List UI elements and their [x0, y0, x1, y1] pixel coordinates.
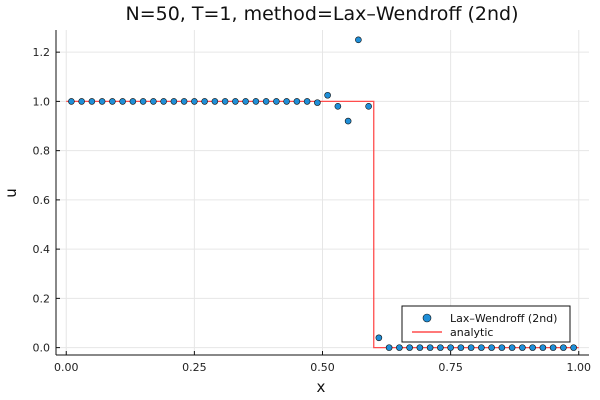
legend-marker-scatter — [422, 313, 432, 323]
x-tick-label-3: 0.75 — [438, 361, 463, 374]
y-tick-label-0: 0.0 — [33, 342, 51, 355]
y-tick-label-4: 0.8 — [33, 145, 51, 158]
y-tick-label-2: 0.4 — [33, 243, 51, 256]
data-point-2 — [88, 98, 96, 105]
x-axis-title: x — [317, 378, 326, 396]
axis-layer: 0.00 0.25 0.50 0.75 1.00 0.0 0.2 0.4 0.6 0.8 1.0 1.… — [33, 30, 592, 374]
data-point-29 — [365, 103, 372, 110]
data-point-34 — [416, 344, 424, 351]
legend-box — [401, 305, 571, 343]
data-point-42 — [498, 344, 506, 351]
y-axis-title: u — [2, 188, 20, 198]
data-point-0 — [68, 98, 75, 105]
data-point-36 — [437, 344, 444, 351]
x-tick-label-4: 1.00 — [567, 361, 592, 374]
data-point-33 — [406, 344, 413, 351]
data-point-40 — [478, 344, 485, 351]
data-point-32 — [396, 344, 403, 351]
x-tick-label-1: 0.25 — [182, 361, 207, 374]
data-point-45 — [529, 344, 536, 351]
data-point-6 — [129, 98, 137, 105]
data-point-38 — [457, 344, 465, 351]
data-point-4 — [109, 98, 116, 105]
data-point-16 — [232, 98, 239, 105]
data-point-41 — [488, 344, 495, 351]
data-point-19 — [262, 98, 270, 105]
data-point-39 — [467, 344, 475, 351]
y-tick-label-3: 0.6 — [33, 194, 51, 207]
data-point-28 — [355, 36, 362, 44]
data-point-7 — [139, 98, 147, 105]
data-point-30 — [375, 334, 383, 342]
y-tick-label-6: 1.2 — [33, 46, 51, 59]
data-point-9 — [160, 98, 167, 105]
data-point-1 — [78, 98, 85, 105]
data-point-18 — [252, 98, 260, 105]
data-point-37 — [447, 344, 454, 351]
data-point-15 — [221, 98, 229, 105]
data-point-5 — [119, 98, 126, 105]
data-point-48 — [560, 344, 567, 351]
data-point-3 — [98, 98, 106, 105]
legend-label-0: Lax–Wendroff (2nd) — [450, 312, 557, 325]
data-point-17 — [242, 98, 249, 105]
data-point-25 — [324, 91, 331, 99]
data-point-44 — [519, 344, 526, 351]
x-tick-label-2: 0.50 — [310, 361, 335, 374]
data-point-20 — [273, 98, 280, 105]
x-tick-label-0: 0.00 — [54, 361, 79, 374]
data-point-26 — [334, 103, 342, 110]
data-point-49 — [570, 344, 577, 351]
data-point-31 — [385, 344, 393, 351]
data-point-47 — [549, 344, 557, 351]
legend-label-1: analytic — [450, 326, 493, 339]
y-tick-label-5: 1.0 — [33, 95, 51, 108]
data-point-11 — [180, 98, 188, 105]
data-point-43 — [508, 344, 516, 351]
data-point-23 — [303, 98, 311, 105]
data-point-21 — [283, 98, 290, 105]
data-point-10 — [170, 98, 178, 105]
y-tick-label-1: 0.2 — [33, 292, 51, 305]
data-point-12 — [191, 98, 198, 105]
data-point-24 — [314, 99, 321, 106]
data-point-46 — [539, 344, 547, 351]
data-point-8 — [150, 98, 157, 105]
data-point-14 — [211, 98, 219, 105]
data-layer — [66, 36, 579, 351]
chart-title: N=50, T=1, method=Lax–Wendroff (2nd) — [126, 3, 519, 25]
series-analytic-line — [66, 100, 579, 349]
legend: Lax–Wendroff (2nd)analytic — [401, 305, 571, 343]
data-point-35 — [426, 344, 434, 351]
data-point-22 — [293, 98, 301, 105]
data-point-27 — [344, 117, 352, 125]
data-point-13 — [201, 98, 208, 105]
